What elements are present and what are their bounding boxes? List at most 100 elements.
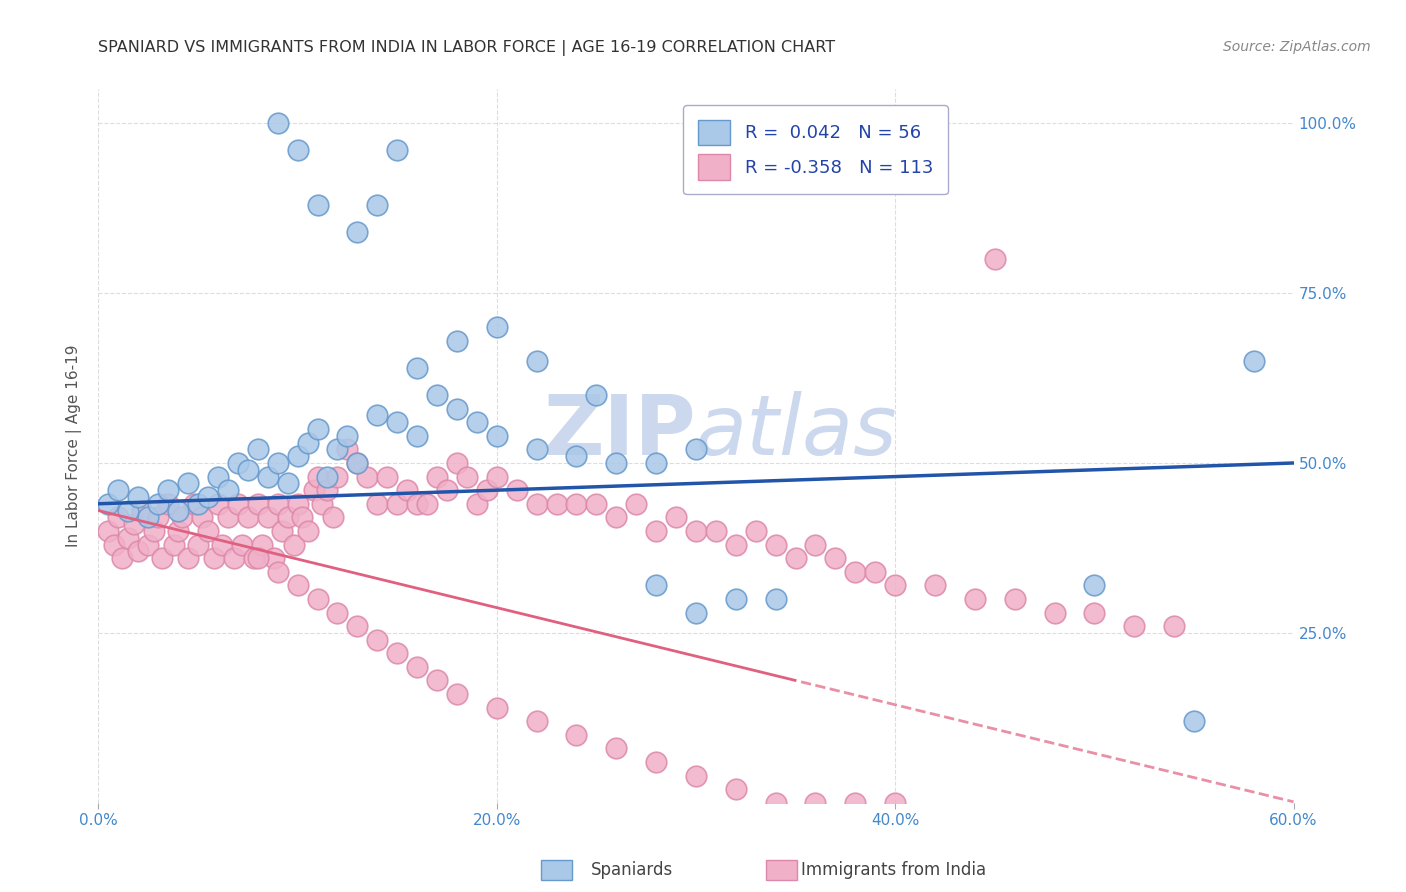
Point <box>446 334 468 348</box>
Point <box>287 449 309 463</box>
Point <box>356 469 378 483</box>
Point <box>1163 619 1185 633</box>
Point <box>526 497 548 511</box>
Point <box>984 252 1007 266</box>
Point <box>136 537 159 551</box>
Point <box>336 429 359 443</box>
Point <box>406 429 429 443</box>
Point <box>506 483 529 498</box>
Point <box>246 551 269 566</box>
Point <box>785 551 807 566</box>
Point <box>267 565 290 579</box>
Point <box>136 510 159 524</box>
Point <box>107 483 129 498</box>
Point <box>485 429 508 443</box>
Point <box>645 456 668 470</box>
Point <box>311 497 333 511</box>
Point <box>1083 578 1105 592</box>
Point <box>724 591 747 606</box>
Point <box>326 606 349 620</box>
Text: SPANIARD VS IMMIGRANTS FROM INDIA IN LABOR FORCE | AGE 16-19 CORRELATION CHART: SPANIARD VS IMMIGRANTS FROM INDIA IN LAB… <box>98 40 835 56</box>
Point <box>207 497 229 511</box>
Point <box>844 565 866 579</box>
Point <box>765 796 787 810</box>
Point <box>426 469 449 483</box>
Point <box>117 503 139 517</box>
Point <box>804 537 827 551</box>
Text: Spaniards: Spaniards <box>591 861 672 879</box>
Point <box>177 476 200 491</box>
Point <box>485 469 508 483</box>
Point <box>163 537 186 551</box>
Point <box>167 503 190 517</box>
Point <box>465 415 488 429</box>
Point <box>346 619 368 633</box>
Point <box>117 531 139 545</box>
Point <box>316 469 339 483</box>
Point <box>585 497 607 511</box>
Point <box>302 483 325 498</box>
Point <box>346 225 368 239</box>
Point <box>336 442 359 457</box>
Point <box>446 401 468 416</box>
Point <box>143 524 166 538</box>
Point <box>250 537 273 551</box>
Point <box>406 360 429 375</box>
Point <box>297 524 319 538</box>
Point <box>148 497 170 511</box>
Y-axis label: In Labor Force | Age 16-19: In Labor Force | Age 16-19 <box>66 344 83 548</box>
Point <box>396 483 419 498</box>
Point <box>456 469 478 483</box>
Point <box>626 497 648 511</box>
Point <box>287 144 309 158</box>
Point <box>526 714 548 729</box>
Point <box>226 497 249 511</box>
Text: ZIP: ZIP <box>544 392 696 472</box>
Point <box>724 782 747 797</box>
Point <box>963 591 986 606</box>
Point <box>157 483 180 498</box>
Point <box>270 524 292 538</box>
Point <box>884 796 907 810</box>
Point <box>316 483 339 498</box>
Point <box>326 469 349 483</box>
Point <box>256 469 278 483</box>
Point <box>865 565 887 579</box>
Point <box>884 578 907 592</box>
Point <box>326 442 349 457</box>
Point <box>704 524 727 538</box>
Point <box>406 497 429 511</box>
Point <box>366 198 388 212</box>
Point <box>167 524 190 538</box>
Point <box>97 497 120 511</box>
Text: Immigrants from India: Immigrants from India <box>801 861 987 879</box>
Point <box>824 551 846 566</box>
Point <box>446 456 468 470</box>
Point <box>385 497 409 511</box>
Point <box>246 497 269 511</box>
Point <box>346 456 368 470</box>
Point <box>191 510 214 524</box>
Point <box>236 510 259 524</box>
Point <box>246 442 269 457</box>
Point <box>385 415 409 429</box>
Point <box>426 388 449 402</box>
Text: Source: ZipAtlas.com: Source: ZipAtlas.com <box>1223 40 1371 54</box>
Point <box>197 490 219 504</box>
Point <box>307 422 329 436</box>
Point <box>924 578 946 592</box>
Point <box>485 700 508 714</box>
Text: atlas: atlas <box>696 392 897 472</box>
Point <box>724 537 747 551</box>
Point <box>565 449 588 463</box>
Point <box>685 524 707 538</box>
Point <box>645 755 668 769</box>
Point <box>565 497 588 511</box>
Point <box>307 591 329 606</box>
Point <box>243 551 266 566</box>
Point <box>436 483 458 498</box>
Point <box>1182 714 1205 729</box>
Point <box>307 469 329 483</box>
Point <box>605 456 627 470</box>
Point <box>172 510 194 524</box>
